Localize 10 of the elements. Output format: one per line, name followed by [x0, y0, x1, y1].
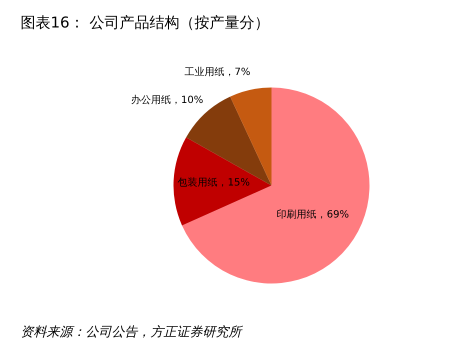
slice-label: 印刷用纸: [276, 208, 317, 220]
data-label: ，15%: [218, 177, 250, 188]
slice-label: 办公用纸: [130, 94, 171, 106]
text: 资料来源：公司公告，方正证券研究所: [20, 324, 244, 340]
data-label: ，10%: [170, 95, 204, 106]
slice-label: 包装用纸: [178, 176, 218, 188]
chart-title: 图表16： 公司产品结构（按产量分）: [20, 14, 270, 32]
slice-label: 工业用纸: [184, 66, 225, 78]
data-label: ，69%: [316, 209, 349, 220]
data-label: ，7%: [224, 67, 250, 78]
